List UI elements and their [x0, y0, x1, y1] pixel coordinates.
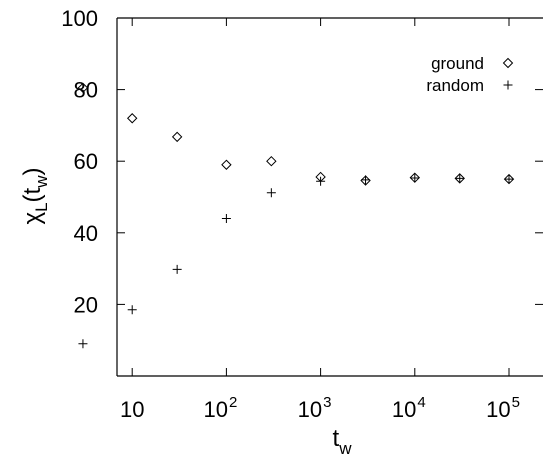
data-point-ground — [221, 159, 232, 170]
data-point-random — [221, 213, 231, 223]
y-axis-title: χL(tw) — [19, 167, 51, 224]
x-tick-label: 10 — [120, 397, 144, 422]
y-tick-label: 60 — [74, 149, 98, 174]
data-point-random — [78, 339, 88, 349]
data-point-random — [127, 305, 137, 315]
legend-label-random: random — [426, 76, 484, 95]
legend-marker-random — [503, 80, 513, 90]
data-point-random — [172, 264, 182, 274]
legend-marker-ground — [502, 57, 514, 69]
x-axis-title: tw — [333, 425, 353, 458]
y-tick-label: 80 — [74, 78, 98, 103]
x-tick-label: 104 — [392, 394, 426, 422]
data-point-ground — [171, 131, 183, 143]
data-point-random — [504, 174, 514, 184]
legend-label-ground: ground — [431, 54, 484, 73]
y-tick-label: 20 — [74, 292, 98, 317]
y-tick-label: 100 — [61, 6, 98, 31]
data-point-ground — [266, 155, 277, 167]
y-tick-label: 40 — [74, 221, 98, 246]
data-point-random — [455, 173, 465, 183]
data-point-ground — [126, 113, 138, 124]
data-point-random — [266, 188, 276, 198]
x-tick-label: 105 — [486, 394, 520, 422]
x-tick-label: 102 — [203, 394, 237, 422]
data-point-ground — [77, 82, 89, 94]
data-point-random — [361, 175, 371, 185]
data-point-random — [316, 176, 326, 186]
data-point-ground — [360, 175, 371, 186]
x-tick-label: 103 — [298, 394, 332, 422]
data-point-random — [410, 173, 420, 183]
